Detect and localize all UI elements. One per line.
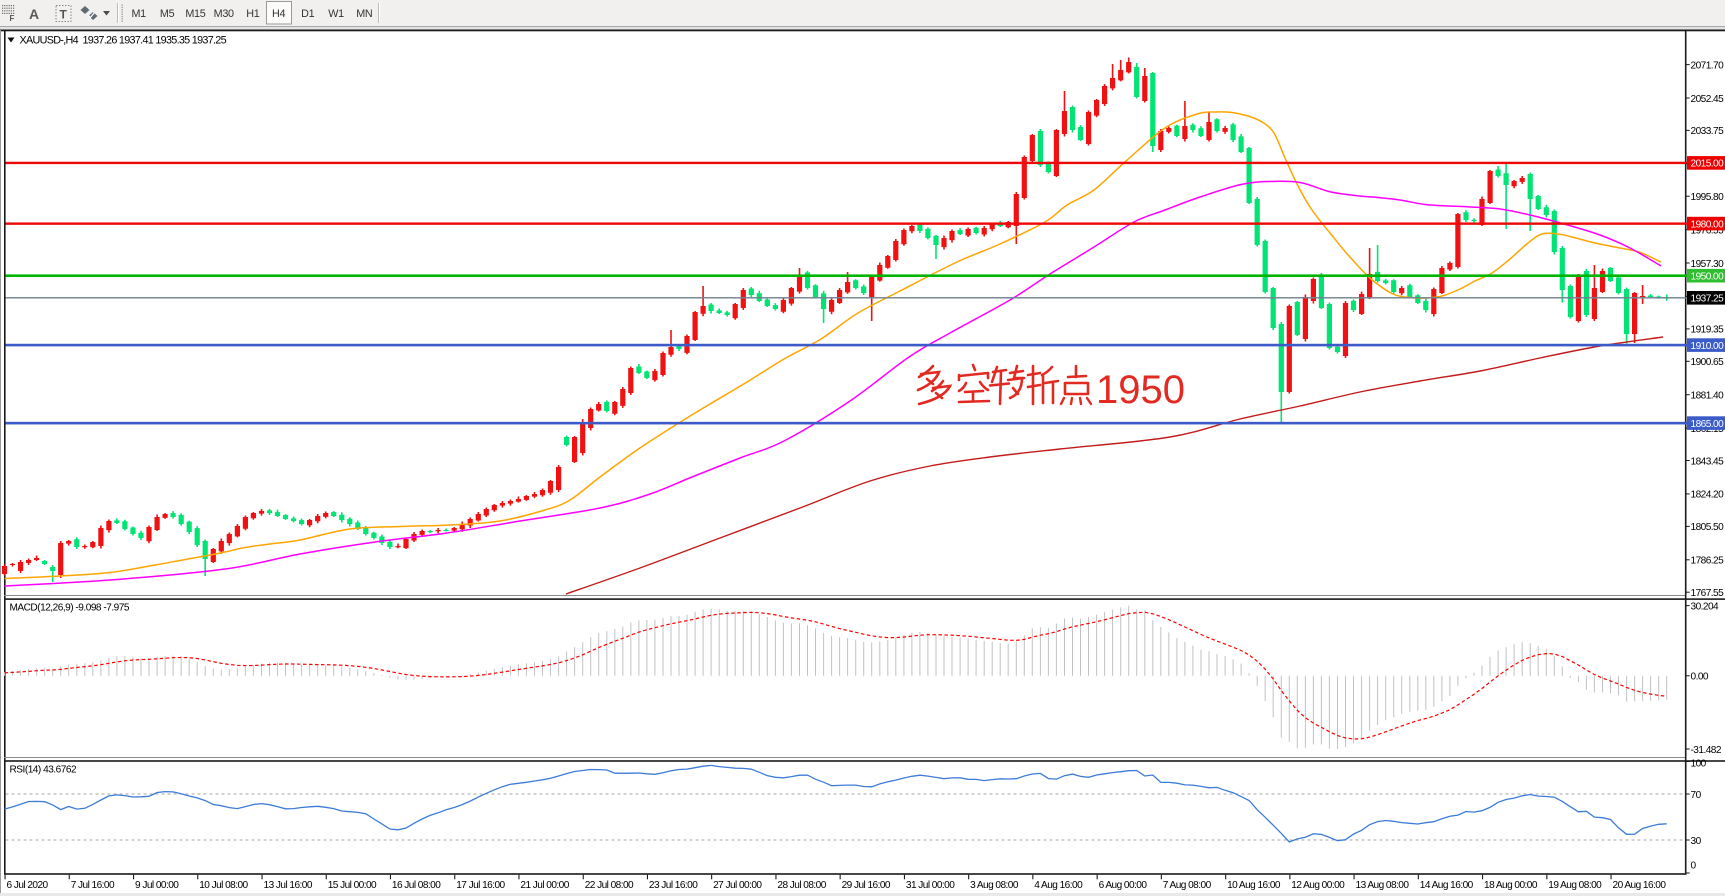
svg-text:M5: M5	[160, 8, 175, 20]
svg-text:12 Aug 00:00: 12 Aug 00:00	[1291, 880, 1345, 891]
svg-text:17 Jul 16:00: 17 Jul 16:00	[456, 880, 505, 891]
svg-text:1843.45: 1843.45	[1691, 456, 1725, 467]
svg-text:14 Aug 16:00: 14 Aug 16:00	[1420, 880, 1474, 891]
svg-text:F: F	[10, 14, 15, 23]
svg-text:1805.50: 1805.50	[1691, 522, 1725, 533]
svg-text:10 Jul 08:00: 10 Jul 08:00	[199, 880, 248, 891]
svg-text:1900.65: 1900.65	[1691, 357, 1725, 368]
svg-text:1865.00: 1865.00	[1691, 419, 1725, 430]
svg-text:1767.55: 1767.55	[1691, 588, 1725, 599]
svg-text:M30: M30	[214, 8, 234, 20]
svg-text:-31.482: -31.482	[1691, 745, 1722, 756]
svg-text:30.204: 30.204	[1691, 601, 1720, 612]
svg-text:MACD(12,26,9) -9.098 -7.975: MACD(12,26,9) -9.098 -7.975	[10, 603, 130, 614]
svg-text:29 Jul 16:00: 29 Jul 16:00	[842, 880, 891, 891]
svg-text:0.00: 0.00	[1691, 672, 1709, 683]
svg-text:20 Aug 16:00: 20 Aug 16:00	[1613, 880, 1667, 891]
svg-text:1881.40: 1881.40	[1691, 391, 1725, 402]
svg-text:MN: MN	[356, 8, 372, 20]
svg-text:31 Jul 00:00: 31 Jul 00:00	[906, 880, 955, 891]
svg-text:1910.00: 1910.00	[1691, 341, 1725, 352]
svg-text:1786.25: 1786.25	[1691, 556, 1725, 567]
svg-text:21 Jul 00:00: 21 Jul 00:00	[520, 880, 569, 891]
svg-text:2033.75: 2033.75	[1691, 126, 1725, 137]
svg-text:D1: D1	[301, 8, 314, 20]
svg-text:16 Jul 08:00: 16 Jul 08:00	[392, 880, 441, 891]
svg-text:M1: M1	[131, 8, 146, 20]
svg-text:1957.30: 1957.30	[1691, 259, 1725, 270]
svg-text:23 Jul 16:00: 23 Jul 16:00	[649, 880, 698, 891]
svg-text:6 Jul 2020: 6 Jul 2020	[7, 880, 49, 891]
svg-text:XAUUSD-,H4 1937.26 1937.41 19: XAUUSD-,H4 1937.26 1937.41 1935.35 1937.…	[20, 34, 227, 46]
svg-text:1950.00: 1950.00	[1691, 272, 1725, 283]
svg-text:2071.70: 2071.70	[1691, 60, 1725, 71]
svg-text:13 Jul 16:00: 13 Jul 16:00	[264, 880, 313, 891]
svg-text:1976.55: 1976.55	[1691, 225, 1725, 236]
svg-text:27 Jul 00:00: 27 Jul 00:00	[713, 880, 762, 891]
svg-text:0: 0	[1691, 861, 1697, 872]
svg-text:H1: H1	[246, 8, 259, 20]
svg-text:T: T	[60, 8, 68, 22]
svg-text:100: 100	[1691, 759, 1707, 770]
svg-text:4 Aug 16:00: 4 Aug 16:00	[1034, 880, 1083, 891]
svg-text:70: 70	[1691, 790, 1702, 801]
svg-text:3 Aug 08:00: 3 Aug 08:00	[970, 880, 1019, 891]
svg-text:1995.80: 1995.80	[1691, 192, 1725, 203]
svg-text:1919.35: 1919.35	[1691, 325, 1725, 336]
svg-text:2015.00: 2015.00	[1691, 159, 1725, 170]
svg-text:1937.25: 1937.25	[1691, 294, 1725, 305]
svg-text:H4: H4	[272, 8, 285, 20]
svg-text:1980.00: 1980.00	[1691, 219, 1725, 230]
svg-text:W1: W1	[328, 8, 344, 20]
svg-text:6 Aug 00:00: 6 Aug 00:00	[1099, 880, 1148, 891]
svg-text:7 Jul 16:00: 7 Jul 16:00	[71, 880, 115, 891]
svg-text:M15: M15	[185, 8, 205, 20]
svg-text:1824.20: 1824.20	[1691, 490, 1725, 501]
svg-text:19 Aug 08:00: 19 Aug 08:00	[1548, 880, 1602, 891]
svg-text:10 Aug 16:00: 10 Aug 16:00	[1227, 880, 1281, 891]
svg-text:18 Aug 00:00: 18 Aug 00:00	[1484, 880, 1538, 891]
svg-text:7 Aug 08:00: 7 Aug 08:00	[1163, 880, 1212, 891]
svg-text:15 Jul 00:00: 15 Jul 00:00	[328, 880, 377, 891]
svg-text:1950: 1950	[1096, 368, 1185, 412]
svg-text:A: A	[29, 6, 39, 22]
svg-text:28 Jul 08:00: 28 Jul 08:00	[777, 880, 826, 891]
svg-text:30: 30	[1691, 836, 1702, 847]
svg-text:13 Aug 08:00: 13 Aug 08:00	[1356, 880, 1410, 891]
svg-text:22 Jul 08:00: 22 Jul 08:00	[585, 880, 634, 891]
svg-text:2052.45: 2052.45	[1691, 94, 1725, 105]
svg-text:9 Jul 00:00: 9 Jul 00:00	[135, 880, 179, 891]
svg-text:RSI(14) 43.6762: RSI(14) 43.6762	[10, 765, 77, 776]
